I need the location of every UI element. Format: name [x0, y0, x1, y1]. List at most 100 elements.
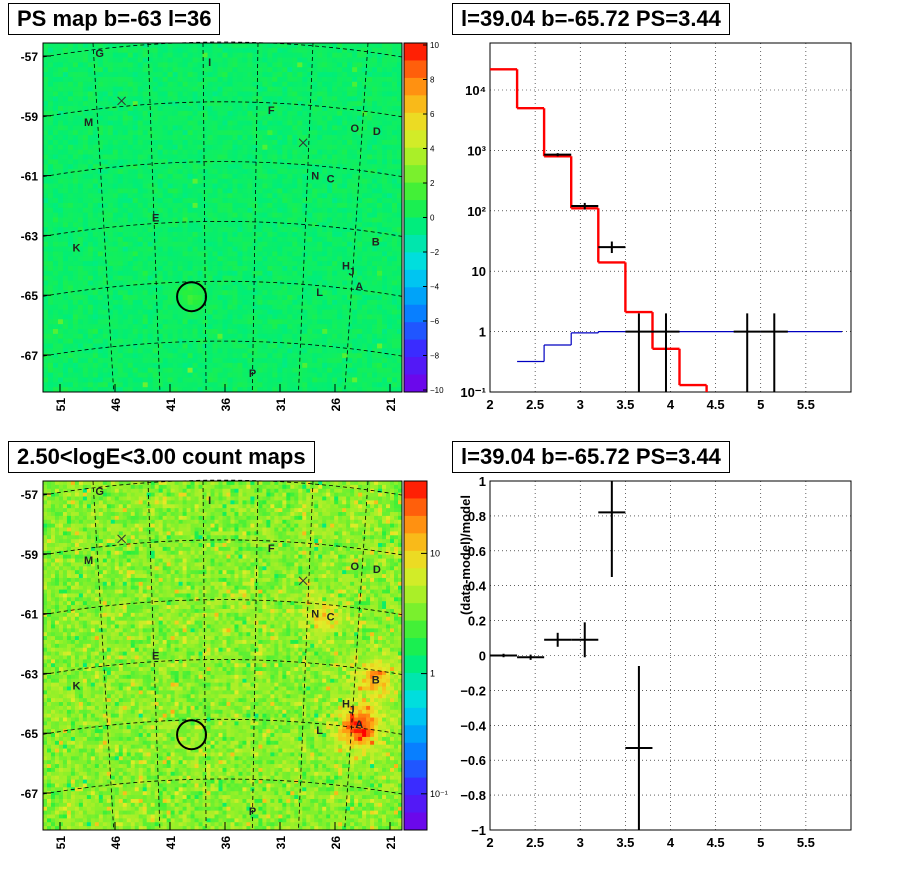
- longitude-line: [298, 480, 314, 831]
- source-label: C: [327, 612, 335, 624]
- y-tick-label: -57: [21, 488, 39, 502]
- source-label: N: [311, 171, 319, 183]
- colorbar-segment: [404, 77, 427, 96]
- source-label: J: [348, 704, 354, 716]
- colorbar-segment: [404, 95, 427, 114]
- longitude-line: [344, 42, 369, 393]
- source-label: C: [327, 174, 335, 186]
- y-tick-label: -65: [21, 289, 39, 303]
- longitude-line: [147, 42, 161, 393]
- colorbar-segment: [404, 620, 427, 639]
- cross-marker: [298, 138, 308, 148]
- plot-grid: [489, 480, 851, 831]
- source-label: H: [342, 698, 350, 710]
- colorbar-segment: [404, 585, 427, 604]
- colorbar-tick-label: −4: [430, 283, 440, 292]
- colorbar-tick-label: 10⁻¹: [430, 789, 448, 799]
- x-tick-label: 21: [384, 398, 398, 412]
- source-label: L: [316, 725, 323, 737]
- y-tick-label: −0.4: [460, 718, 486, 733]
- source-label: E: [152, 650, 159, 662]
- colorbar-segment: [404, 655, 427, 674]
- colorbar-segment: [404, 533, 427, 552]
- colorbar-segment: [404, 760, 427, 779]
- spectrum-title: l=39.04 b=-65.72 PS=3.44: [452, 3, 730, 35]
- colorbar: 10 1 10⁻¹: [403, 480, 448, 831]
- source-label: A: [355, 281, 363, 293]
- longitude-line: [251, 42, 259, 393]
- source-label: P: [249, 806, 256, 818]
- longitude-line: [298, 42, 314, 393]
- map-grid: [42, 479, 403, 831]
- cross-marker: [298, 576, 308, 586]
- cross-marker: [117, 96, 126, 106]
- y-tick-label: −1: [471, 823, 486, 838]
- colorbar-frame: [403, 480, 428, 831]
- x-tick-label: 51: [54, 836, 68, 850]
- colorbar-segment: [404, 638, 427, 656]
- x-tick-label: 5.5: [797, 835, 815, 850]
- source-label: B: [372, 674, 380, 686]
- data-point: [571, 202, 599, 210]
- colorbar-segment: [404, 498, 427, 517]
- y-tick-label: −0.2: [460, 683, 486, 698]
- source-label: G: [95, 48, 104, 60]
- plot-frame: [489, 42, 852, 393]
- longitude-line: [147, 480, 161, 831]
- y-tick-label: -59: [21, 110, 39, 124]
- y-tick-label: 10: [472, 264, 486, 279]
- x-tick-label: 46: [109, 398, 123, 412]
- colorbar-segment: [404, 147, 427, 166]
- colorbar-segment: [404, 812, 427, 831]
- spectrum-plot: 2 2.5 3 3.5 4 4.5 5 5.5 10⁻¹ 1 10 10² 10³ 10⁴: [460, 42, 852, 412]
- y-tick-label: 0.6: [468, 544, 486, 559]
- data-point: [652, 313, 680, 392]
- y-tick-label: 1: [479, 325, 486, 340]
- y-tick-label: 0.2: [468, 614, 486, 629]
- source-label: L: [316, 287, 323, 299]
- ps-map-title: PS map b=-63 l=36: [8, 3, 221, 35]
- data-point: [625, 313, 653, 392]
- colorbar-segment: [404, 795, 427, 814]
- colorbar-segment: [404, 568, 427, 587]
- longitude-line: [202, 42, 207, 393]
- x-tick-label: 21: [384, 836, 398, 850]
- colorbar-tick-label: 10: [430, 41, 439, 50]
- y-tick-label: -63: [21, 667, 39, 681]
- source-label: M: [84, 117, 93, 129]
- count-map-title: 2.50<logE<3.00 count maps: [8, 441, 315, 473]
- source-label: N: [311, 609, 319, 621]
- y-tick-label: 10⁴: [465, 83, 486, 98]
- y-tick-label: -63: [21, 229, 39, 243]
- x-tick-label: 5: [757, 835, 764, 850]
- colorbar-tick-label: −2: [430, 248, 440, 257]
- colorbar-segment: [404, 112, 427, 131]
- colorbar-tick-label: 10: [430, 548, 440, 558]
- data-point: [544, 153, 572, 157]
- x-tick-label: 36: [219, 836, 233, 850]
- y-tick-label: -57: [21, 50, 39, 64]
- colorbar-tick-label: −10: [430, 386, 444, 395]
- colorbar-segment: [404, 550, 427, 569]
- data-point: [625, 665, 653, 830]
- x-tick-label: 51: [54, 398, 68, 412]
- data-point: [598, 481, 626, 577]
- colorbar-segment: [404, 287, 427, 306]
- x-tick-label: 41: [164, 398, 178, 412]
- map-frame: [42, 480, 403, 831]
- source-label: O: [351, 561, 360, 573]
- y-tick-label: -61: [21, 608, 39, 622]
- source-label: F: [268, 543, 275, 555]
- colorbar-segment: [404, 742, 427, 761]
- colorbar-segment: [404, 217, 427, 236]
- source-label: A: [355, 719, 363, 731]
- map-grid: [42, 41, 403, 393]
- colorbar-segment: [404, 165, 427, 184]
- y-tick-label: 0: [479, 649, 486, 664]
- y-tick-label: -67: [21, 349, 39, 363]
- data-point: [544, 632, 572, 647]
- x-tick-label: 3: [577, 397, 584, 412]
- x-tick-label: 4: [667, 835, 675, 850]
